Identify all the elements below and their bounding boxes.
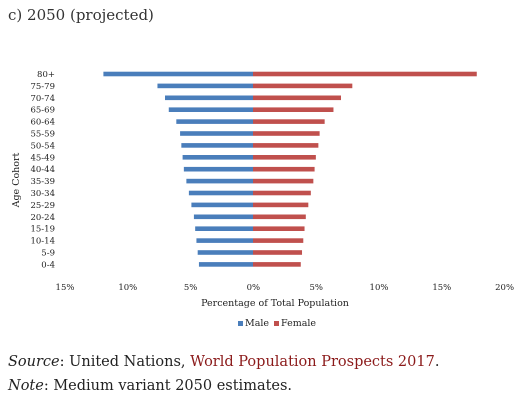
- x-tick-label: 10%: [370, 283, 389, 293]
- y-tick-label: 55-59: [30, 130, 55, 140]
- legend-swatch-male: [238, 321, 243, 326]
- female-bar-40-44: [253, 166, 315, 172]
- female-bar-55-59: [253, 131, 320, 136]
- female-bar-15-19: [253, 226, 305, 231]
- y-tick-label: 45-49: [30, 153, 55, 163]
- male-bar-35-39: [186, 178, 253, 184]
- female-bar-30-34: [253, 190, 311, 196]
- male-bar-10-14: [196, 238, 253, 243]
- female-bar-25-29: [253, 202, 309, 208]
- y-axis-label: Age Cohort: [11, 152, 22, 208]
- male-bar-0-4: [198, 262, 253, 267]
- y-tick-label: 65-69: [30, 106, 55, 116]
- legend-swatch-female: [274, 321, 279, 326]
- male-bar-55-59: [180, 131, 253, 136]
- legend-label-female: Female: [281, 318, 316, 329]
- male-bar-40-44: [183, 166, 253, 172]
- female-bar-70-74: [253, 95, 341, 101]
- x-tick-label: 20%: [495, 283, 514, 293]
- y-tick-label: 60-64: [30, 118, 55, 128]
- female-bar-80+: [253, 71, 477, 77]
- y-tick-label: 70-74: [30, 94, 55, 104]
- female-bar-5-9: [253, 250, 303, 255]
- female-bar-0-4: [253, 262, 301, 267]
- note-label: Note: [8, 378, 44, 394]
- y-tick-label: 75-79: [30, 82, 55, 92]
- y-tick-label: 15-19: [30, 225, 55, 235]
- y-tick-label: 80+: [37, 70, 55, 80]
- x-tick-label: 5%: [309, 283, 323, 293]
- x-tick-label: 15%: [56, 283, 75, 293]
- male-bar-70-74: [165, 95, 253, 101]
- male-bar-80+: [103, 71, 254, 77]
- x-tick-label: 10%: [118, 283, 137, 293]
- female-bar-35-39: [253, 178, 314, 184]
- legend-label-male: Male: [245, 318, 269, 329]
- male-bar-60-64: [176, 119, 253, 124]
- source-line: Source: United Nations, World Population…: [8, 354, 439, 370]
- male-bar-45-49: [182, 155, 253, 160]
- x-tick-label: 0%: [247, 283, 261, 293]
- note-text: : Medium variant 2050 estimates.: [43, 378, 293, 394]
- source-link[interactable]: World Population Prospects 2017: [190, 354, 435, 370]
- male-bar-20-24: [193, 214, 253, 220]
- x-tick-label: 5%: [184, 283, 198, 293]
- female-bar-60-64: [253, 119, 325, 124]
- y-tick-label: 5-9: [41, 249, 55, 259]
- y-tick-label: 30-34: [30, 189, 55, 199]
- x-tick-label: 15%: [432, 283, 451, 293]
- x-axis-label: Percentage of Total Population: [201, 298, 349, 309]
- male-bar-75-79: [157, 83, 253, 89]
- y-tick-label: 0-4: [41, 260, 55, 270]
- y-tick-label: 10-14: [30, 237, 55, 247]
- y-tick-label: 35-39: [30, 177, 55, 187]
- y-tick-label: 50-54: [30, 141, 55, 151]
- female-bar-10-14: [253, 238, 304, 243]
- note-line: Note: Medium variant 2050 estimates.: [8, 378, 292, 394]
- male-bar-15-19: [195, 226, 253, 231]
- source-prefix: : United Nations,: [59, 354, 191, 370]
- female-bar-45-49: [253, 155, 316, 160]
- male-bar-25-29: [191, 202, 253, 208]
- male-bar-65-69: [168, 107, 253, 112]
- female-bar-50-54: [253, 143, 319, 148]
- source-label: Source: [8, 354, 60, 370]
- chart-title: c) 2050 (projected): [8, 6, 154, 24]
- male-bar-5-9: [197, 250, 253, 255]
- y-tick-label: 20-24: [30, 213, 55, 223]
- female-bar-75-79: [253, 83, 353, 89]
- female-bar-65-69: [253, 107, 334, 112]
- source-suffix: .: [434, 354, 440, 370]
- y-tick-label: 40-44: [30, 165, 55, 175]
- female-bar-20-24: [253, 214, 306, 220]
- y-tick-label: 25-29: [30, 201, 55, 211]
- male-bar-50-54: [181, 143, 253, 148]
- male-bar-30-34: [188, 190, 253, 196]
